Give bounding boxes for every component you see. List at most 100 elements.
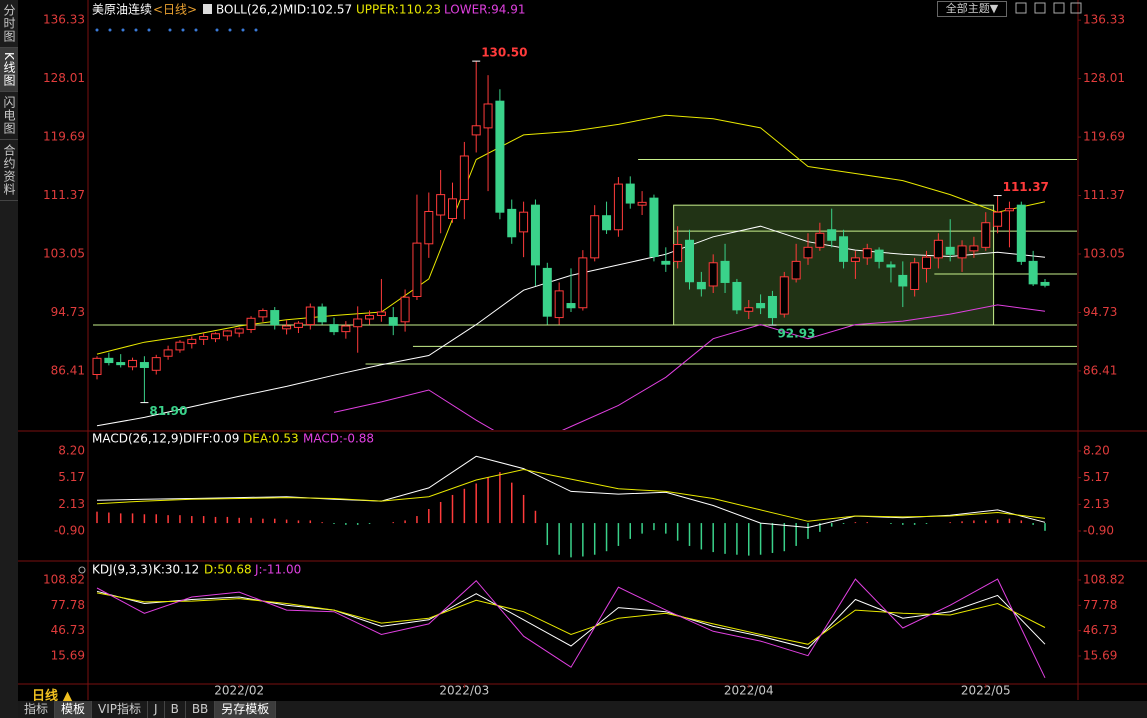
candle-body (649, 197, 659, 257)
candle-body (305, 306, 315, 326)
tab[interactable]: 分时图 (0, 0, 18, 48)
candle-body (720, 260, 730, 283)
candle-body (246, 317, 256, 331)
candle-body (1028, 260, 1038, 285)
candle-body (874, 249, 884, 262)
candle-body (839, 236, 849, 262)
candle-body (211, 333, 220, 340)
legend-j: J:-11.00 (254, 563, 301, 577)
toolbar-icons[interactable] (1015, 2, 1082, 14)
x-tick-label: 2022/03 (439, 684, 489, 698)
indicator-line (96, 578, 1046, 679)
candle-body (886, 264, 896, 268)
candle-body (696, 281, 706, 290)
boll-icon (203, 4, 212, 14)
title: 美原油连续 (92, 2, 152, 17)
theme-dropdown[interactable]: 全部主题▼ (937, 1, 1007, 17)
candle-body (613, 183, 623, 231)
annotation-label: 81.90 (149, 404, 187, 418)
tab[interactable]: 模板 (55, 701, 93, 718)
x-tick-label: 2022/05 (961, 684, 1011, 698)
plot (96, 578, 1046, 679)
y-tick-label: 8.20 (58, 443, 85, 457)
tab[interactable]: 另存模板 (215, 701, 277, 718)
candle-body (365, 314, 375, 320)
candle-body (862, 248, 872, 259)
candle-body (791, 260, 801, 280)
candle-body (969, 245, 979, 252)
y-tick-label: 77.78 (1083, 598, 1117, 612)
y-tick-label: 128.01 (1083, 71, 1125, 85)
candle-body (388, 317, 398, 326)
x-tick-label: 2022/02 (214, 684, 264, 698)
y-tick-label: 15.69 (51, 649, 85, 663)
indicator-line (96, 590, 1046, 649)
candle-body (459, 155, 469, 201)
annotation-label: 92.93 (777, 327, 815, 341)
tab[interactable]: BB (186, 701, 216, 718)
candle-body (329, 324, 339, 333)
legend-d: D:50.68 (204, 563, 252, 577)
tab[interactable]: J (148, 701, 165, 718)
y-tick-label: 77.78 (51, 598, 85, 612)
candle-body (578, 257, 588, 309)
candle-body (542, 267, 552, 317)
candle-body (436, 194, 446, 216)
candle-body (151, 357, 161, 371)
candle-body (116, 362, 126, 366)
indicator-line (96, 455, 1046, 529)
y-tick-label: 94.73 (1083, 305, 1117, 319)
candle-body (293, 322, 303, 328)
candle-body (495, 100, 505, 213)
tab[interactable]: 合约资料 (0, 140, 18, 201)
plot (96, 455, 1046, 558)
candle-body (590, 215, 600, 259)
candle-body (317, 306, 327, 323)
y-tick-label: 94.73 (51, 305, 85, 319)
macd-title: MACD(26,12,9) (92, 432, 183, 446)
candle-body (92, 357, 102, 375)
tab[interactable]: B (165, 701, 186, 718)
y-tick-label: 8.20 (1083, 443, 1110, 457)
candle-body (1040, 281, 1050, 286)
candle-body (341, 325, 351, 333)
tab[interactable]: K线图 (0, 48, 18, 92)
candle-body (258, 310, 268, 318)
candle-body (175, 341, 185, 351)
period: <日线> (153, 3, 197, 17)
candle-body (448, 198, 457, 220)
y-tick-label: 46.73 (1083, 623, 1117, 637)
candle-body (163, 349, 173, 357)
candle-body (104, 357, 114, 364)
y-tick-label: -0.90 (1083, 523, 1114, 537)
y-tick-label: 5.17 (1083, 470, 1110, 484)
candle-body (412, 242, 422, 298)
candle-body (128, 359, 138, 368)
y-tick-label: 103.05 (1083, 246, 1125, 260)
y-tick-label: 108.82 (43, 573, 85, 587)
candle-body (234, 328, 244, 334)
candle-body (922, 256, 931, 269)
frame (18, 0, 1147, 700)
candle-body (139, 362, 149, 368)
tab[interactable]: VIP指标 (92, 701, 149, 718)
candle-body (744, 307, 754, 312)
candle-body (945, 246, 955, 255)
period-selector[interactable]: 日线 ▲ (32, 689, 73, 704)
kdj-icon (78, 566, 86, 574)
x-tick-label: 2022/04 (724, 684, 774, 698)
y-tick-label: 111.37 (1083, 188, 1125, 202)
candle-body (270, 310, 280, 326)
candle-body (353, 318, 363, 328)
sidebar: 分时图 K线图 闪电图 合约资料 (0, 0, 18, 718)
y-tick-label: 46.73 (51, 623, 85, 637)
annotation-label: 111.37 (1003, 180, 1049, 194)
candle-body (424, 210, 434, 245)
kdj-title: KDJ(9,3,3) (92, 563, 153, 577)
candle-body (827, 229, 837, 241)
y-tick-label: 5.17 (58, 470, 85, 484)
tab[interactable]: 指标 (18, 701, 56, 718)
tab[interactable]: 闪电图 (0, 92, 18, 140)
y-tick-label: 136.33 (1083, 13, 1125, 27)
